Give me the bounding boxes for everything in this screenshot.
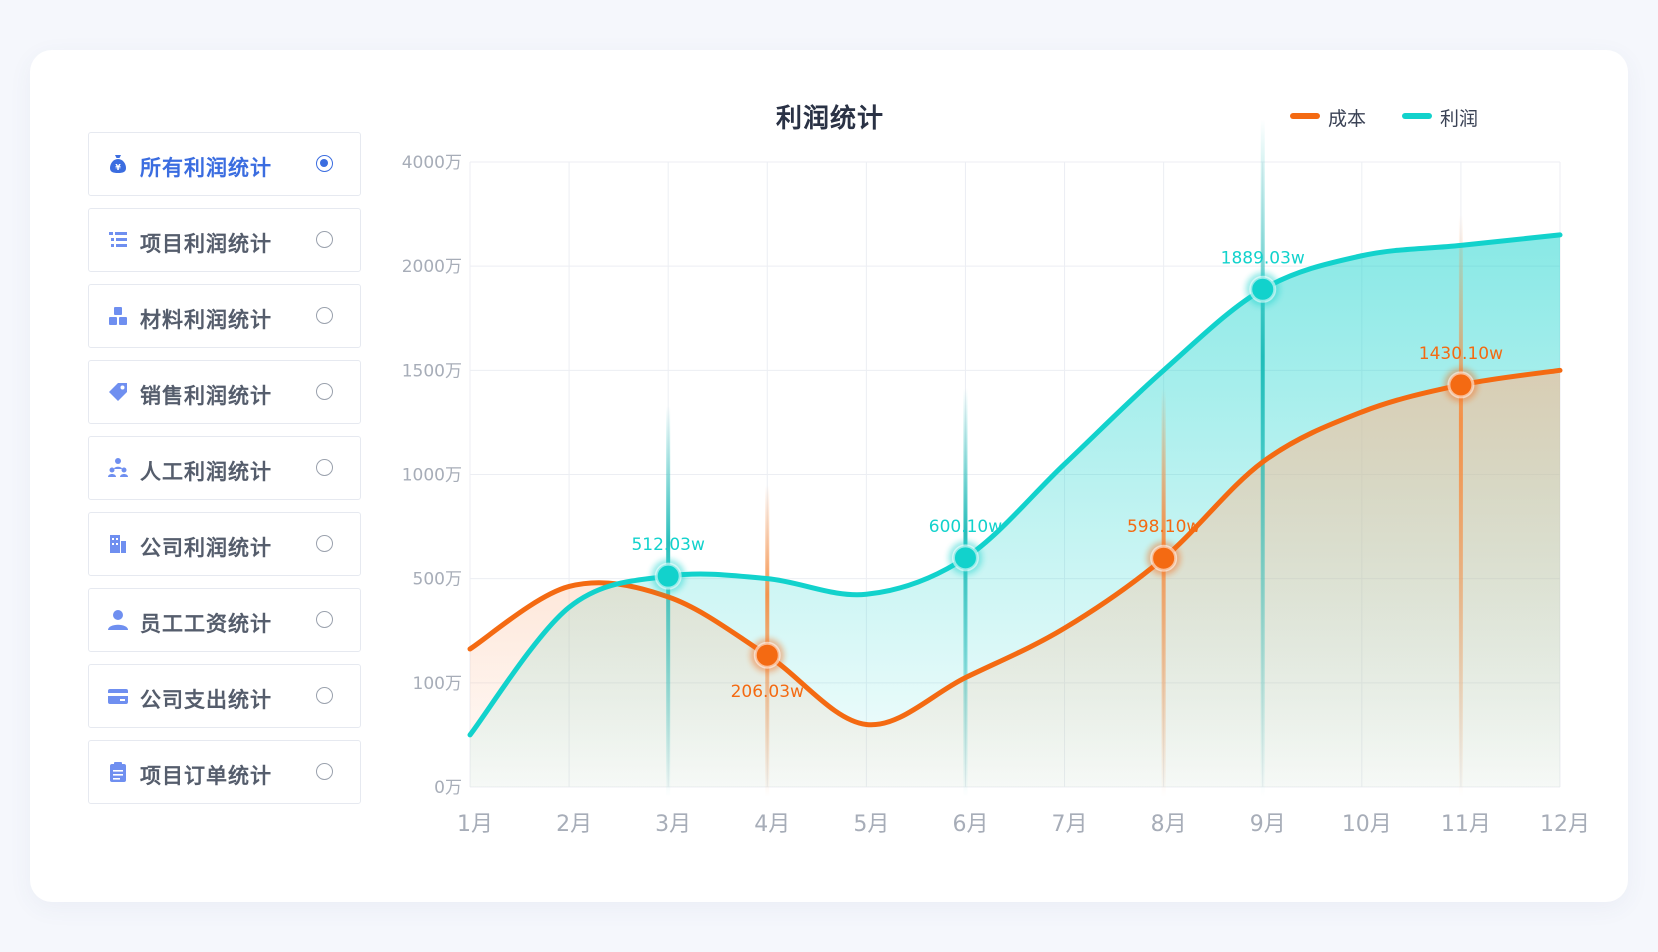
data-label: 598.10w [1127,517,1200,537]
menu-item-9[interactable]: 项目订单统计 [88,740,361,804]
data-point[interactable] [654,562,682,590]
x-tick-label: 7月 [1052,812,1088,837]
x-tick-label: 5月 [853,812,889,837]
svg-text:¥: ¥ [115,163,121,172]
menu-item-3[interactable]: 材料利润统计 [88,284,361,348]
chart-points [651,272,1478,673]
card-icon [108,689,128,704]
data-point[interactable] [1150,544,1178,572]
team-icon [108,458,128,477]
data-point[interactable] [1249,275,1277,303]
tag-icon [109,383,127,401]
radio-button[interactable] [316,535,333,552]
drop-line [963,387,968,797]
legend-swatch-profit [1402,113,1432,119]
y-tick-label: 100万 [413,674,462,694]
chart-lines [467,232,1563,738]
series-line-profit [467,232,1563,738]
y-tick-label: 2000万 [402,257,462,277]
x-tick-label: 2月 [556,812,592,837]
data-label: 1430.10w [1419,344,1503,364]
drop-line [1161,388,1166,797]
menu-item-label: 人工利润统计 [140,460,272,484]
x-tick-label: 1月 [457,812,493,837]
menu-item-label: 员工工资统计 [140,612,272,636]
chart-labels: 206.03w 598.10w 1430.10w 512.03w 600.10w 1889… [631,248,1503,702]
radio-button[interactable] [316,231,333,248]
data-label: 600.10w [929,517,1002,537]
chart-title: 利润统计 [775,104,884,134]
x-tick-label: 8月 [1151,812,1187,837]
x-tick-label: 11月 [1441,812,1491,837]
menu-item-label: 公司支出统计 [140,688,272,712]
menu-item-2[interactable]: 项目利润统计 [88,208,361,272]
y-tick-label: 500万 [413,570,462,590]
legend-item-profit[interactable]: 利润 [1402,104,1512,130]
legend-label-cost: 成本 [1328,108,1367,130]
menu-item-label: 销售利润统计 [140,384,272,408]
radio-button[interactable] [316,307,333,324]
menu-item-7[interactable]: 员工工资统计 [88,588,361,652]
menu-item-label: 项目利润统计 [140,232,272,256]
chart-areas [470,234,1560,787]
x-tick-label: 12月 [1540,812,1590,837]
menu-item-label: 公司利润统计 [140,536,272,560]
radio-button[interactable] [316,611,333,628]
area-cost [470,370,1560,787]
menu-item-4[interactable]: 销售利润统计 [88,360,361,424]
menu-item-8[interactable]: 公司支出统计 [88,664,361,728]
data-label: 1889.03w [1221,248,1305,268]
drop-line [1458,214,1463,798]
statistics-menu: ¥ 所有利润统计 项目利润统计 材料利润统计 销售利润统计 人工利润统计 公司利润统计 员工工… [88,132,361,816]
building-icon [110,535,126,553]
clipboard-icon [110,762,126,782]
x-tick-label: 9月 [1250,812,1286,837]
y-tick-label: 1000万 [402,466,462,486]
menu-item-label: 项目订单统计 [140,764,272,788]
list-icon [109,232,127,247]
y-tick-label: 0万 [434,778,462,798]
y-tick-label: 4000万 [402,153,462,173]
money-bag-icon: ¥ [110,155,126,173]
legend-item-cost[interactable]: 成本 [1290,104,1400,130]
radio-button[interactable] [316,763,333,780]
x-tick-label: 4月 [754,812,790,837]
data-point[interactable] [753,641,781,669]
legend-swatch-cost [1290,113,1320,119]
data-label: 206.03w [731,682,804,702]
menu-item-6[interactable]: 公司利润统计 [88,512,361,576]
drop-line [666,406,671,797]
x-tick-label: 6月 [952,812,988,837]
menu-item-label: 材料利润统计 [140,308,272,332]
radio-button[interactable] [316,687,333,704]
menu-item-label: 所有利润统计 [140,156,272,180]
data-point[interactable] [1447,371,1475,399]
radio-button[interactable] [316,155,333,172]
radio-button[interactable] [316,459,333,476]
y-tick-label: 1500万 [402,361,462,381]
x-tick-label: 3月 [655,812,691,837]
x-tick-label: 10月 [1342,812,1392,837]
blocks-icon [109,307,127,325]
legend-label-profit: 利润 [1440,108,1479,130]
data-point[interactable] [951,544,979,572]
series-line-cost [467,367,1563,728]
user-icon [108,610,128,630]
data-label: 512.03w [631,535,704,555]
menu-item-1[interactable]: ¥ 所有利润统计 [88,132,361,196]
radio-button[interactable] [316,383,333,400]
drop-line [1260,119,1265,798]
menu-item-5[interactable]: 人工利润统计 [88,436,361,500]
